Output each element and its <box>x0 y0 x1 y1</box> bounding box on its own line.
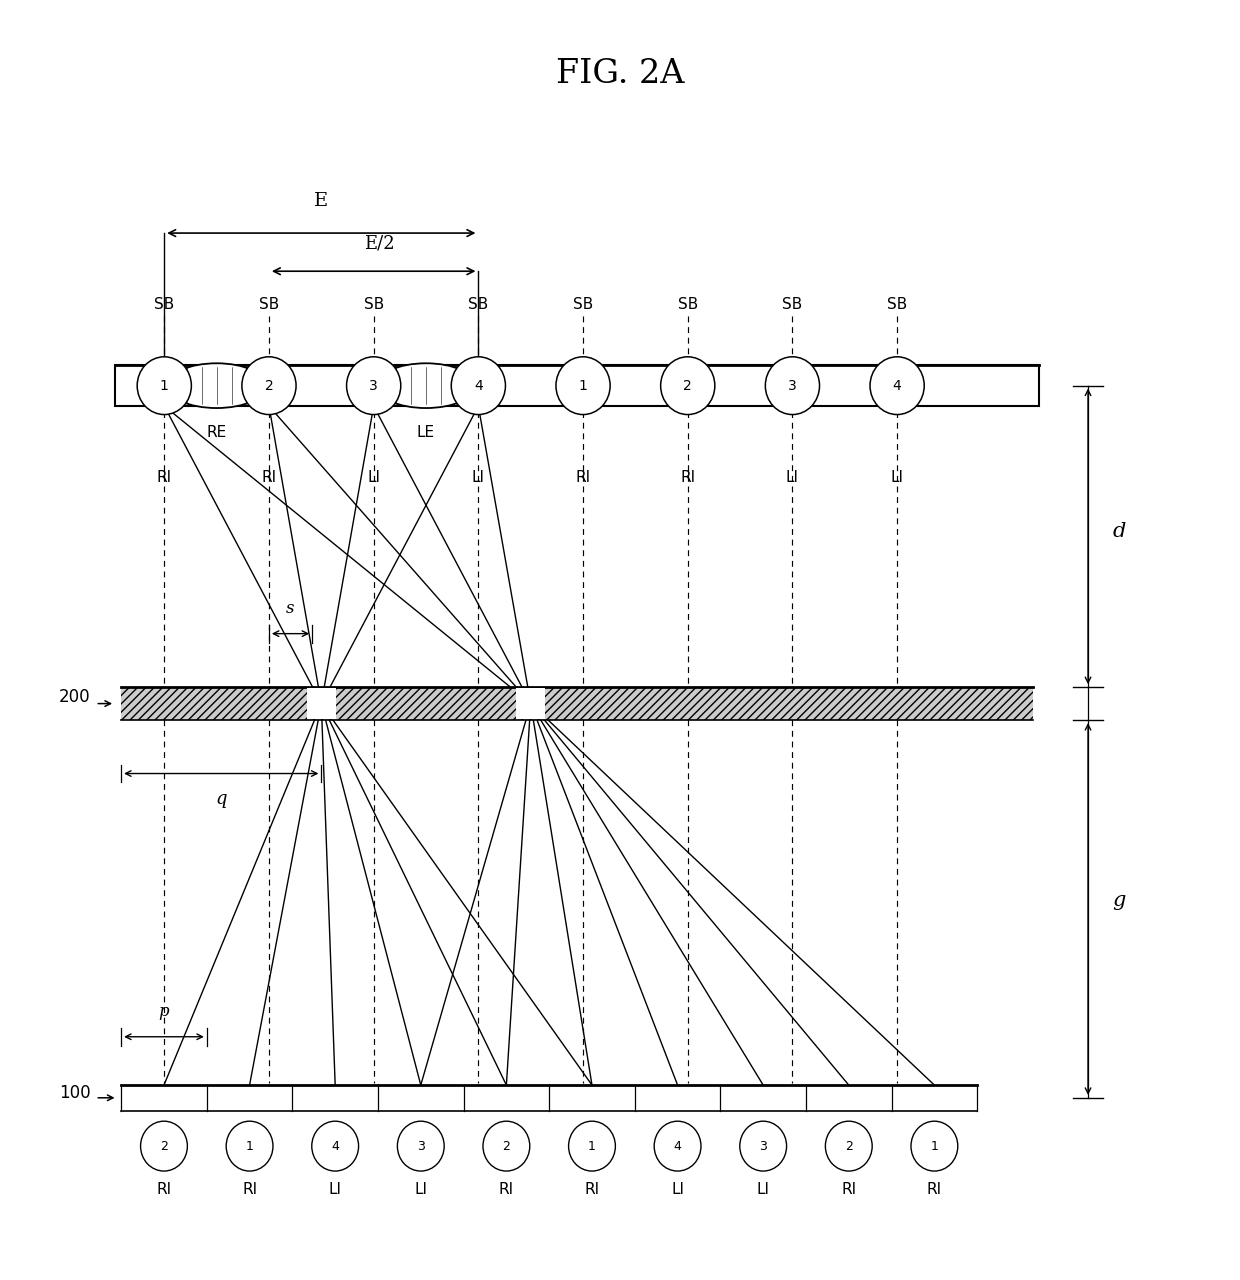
Text: LI: LI <box>367 470 381 485</box>
Ellipse shape <box>242 357 296 415</box>
Text: 3: 3 <box>370 379 378 393</box>
Text: p: p <box>159 1004 170 1020</box>
Text: SB: SB <box>154 297 175 312</box>
Text: LI: LI <box>472 470 485 485</box>
Text: RI: RI <box>156 1181 171 1197</box>
Text: RI: RI <box>841 1181 857 1197</box>
Ellipse shape <box>655 1121 701 1171</box>
Text: SB: SB <box>573 297 593 312</box>
Text: 1: 1 <box>579 379 588 393</box>
Text: RI: RI <box>584 1181 600 1197</box>
Text: 1: 1 <box>930 1139 939 1152</box>
Text: 1: 1 <box>160 379 169 393</box>
Text: SB: SB <box>363 297 384 312</box>
Text: 1: 1 <box>588 1139 596 1152</box>
Text: LI: LI <box>756 1181 770 1197</box>
Text: 2: 2 <box>160 1139 167 1152</box>
Text: 1: 1 <box>246 1139 253 1152</box>
Ellipse shape <box>911 1121 957 1171</box>
Text: RI: RI <box>926 1181 942 1197</box>
Text: 4: 4 <box>474 379 482 393</box>
Text: SB: SB <box>887 297 908 312</box>
Text: RI: RI <box>242 1181 257 1197</box>
Text: SB: SB <box>469 297 489 312</box>
Text: RI: RI <box>681 470 696 485</box>
Ellipse shape <box>569 1121 615 1171</box>
Text: LI: LI <box>671 1181 684 1197</box>
Ellipse shape <box>311 1121 358 1171</box>
Text: RE: RE <box>207 425 227 440</box>
Text: 200: 200 <box>58 689 91 707</box>
Ellipse shape <box>765 357 820 415</box>
Text: 4: 4 <box>331 1139 339 1152</box>
Text: 4: 4 <box>673 1139 682 1152</box>
Ellipse shape <box>346 357 401 415</box>
Text: LE: LE <box>417 425 435 440</box>
Text: SB: SB <box>677 297 698 312</box>
Text: 2: 2 <box>264 379 273 393</box>
Text: g: g <box>1112 891 1126 910</box>
Text: 100: 100 <box>58 1084 91 1102</box>
Ellipse shape <box>451 357 506 415</box>
Text: RI: RI <box>262 470 277 485</box>
Bar <box>516 689 546 719</box>
Text: RI: RI <box>575 470 590 485</box>
Text: LI: LI <box>890 470 904 485</box>
Bar <box>122 687 1033 721</box>
Text: 3: 3 <box>759 1139 768 1152</box>
Text: 3: 3 <box>789 379 797 393</box>
Ellipse shape <box>482 1121 529 1171</box>
Ellipse shape <box>226 1121 273 1171</box>
Text: 4: 4 <box>893 379 901 393</box>
Ellipse shape <box>397 1121 444 1171</box>
Text: RI: RI <box>156 470 172 485</box>
Ellipse shape <box>826 1121 872 1171</box>
Text: d: d <box>1112 522 1126 541</box>
Text: E/2: E/2 <box>365 234 396 252</box>
Ellipse shape <box>740 1121 786 1171</box>
Ellipse shape <box>556 357 610 415</box>
Text: 2: 2 <box>683 379 692 393</box>
Text: 2: 2 <box>502 1139 511 1152</box>
Text: LI: LI <box>414 1181 428 1197</box>
Text: SB: SB <box>259 297 279 312</box>
Ellipse shape <box>138 357 191 415</box>
Ellipse shape <box>167 364 267 408</box>
Text: 2: 2 <box>844 1139 853 1152</box>
Bar <box>115 365 1039 406</box>
Text: RI: RI <box>498 1181 513 1197</box>
Text: FIG. 2A: FIG. 2A <box>556 58 684 90</box>
Text: s: s <box>286 600 295 617</box>
Text: LI: LI <box>329 1181 342 1197</box>
Text: LI: LI <box>786 470 799 485</box>
Ellipse shape <box>376 364 476 408</box>
Ellipse shape <box>870 357 924 415</box>
Text: SB: SB <box>782 297 802 312</box>
Text: E: E <box>314 192 329 210</box>
Bar <box>306 689 336 719</box>
Text: q: q <box>216 790 227 808</box>
Ellipse shape <box>140 1121 187 1171</box>
Text: 3: 3 <box>417 1139 425 1152</box>
Ellipse shape <box>661 357 714 415</box>
